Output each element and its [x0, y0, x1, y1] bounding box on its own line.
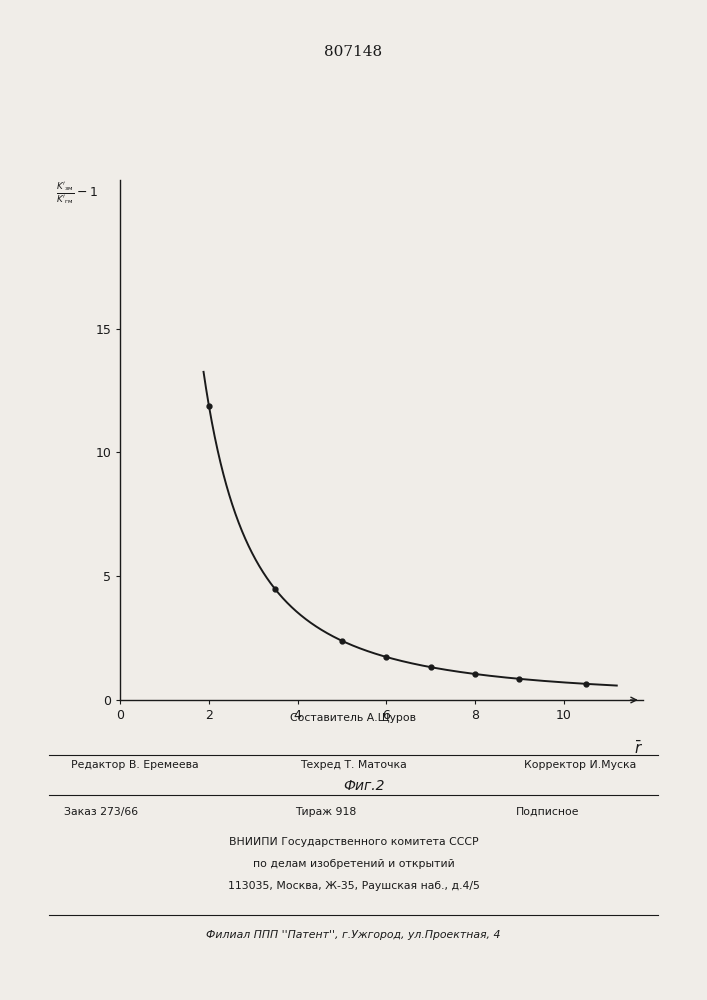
- Text: 113035, Москва, Ж-35, Раушская наб., д.4/5: 113035, Москва, Ж-35, Раушская наб., д.4…: [228, 881, 479, 891]
- Text: Филиал ППП ''Патент'', г.Ужгород, ул.Проектная, 4: Филиал ППП ''Патент'', г.Ужгород, ул.Про…: [206, 930, 501, 940]
- Text: Составитель А.Щуров: Составитель А.Щуров: [291, 713, 416, 723]
- Text: $\frac{K'_{\rm зм}}{K'_{\rm гм}} - 1$: $\frac{K'_{\rm зм}}{K'_{\rm гм}} - 1$: [56, 180, 98, 206]
- Text: Тираж 918: Тираж 918: [295, 807, 356, 817]
- Text: Редактор В. Еремеева: Редактор В. Еремеева: [71, 760, 199, 770]
- Text: Фиг.2: Фиг.2: [344, 779, 385, 793]
- Text: 807148: 807148: [325, 45, 382, 59]
- Text: Заказ 273/66: Заказ 273/66: [64, 807, 138, 817]
- Text: Корректор И.Муска: Корректор И.Муска: [524, 760, 636, 770]
- Text: $\bar{r}$: $\bar{r}$: [633, 740, 643, 757]
- Text: Подписное: Подписное: [516, 807, 580, 817]
- Text: по делам изобретений и открытий: по делам изобретений и открытий: [252, 859, 455, 869]
- Text: Техред Т. Маточка: Техред Т. Маточка: [300, 760, 407, 770]
- Text: ВНИИПИ Государственного комитета СССР: ВНИИПИ Государственного комитета СССР: [228, 837, 479, 847]
